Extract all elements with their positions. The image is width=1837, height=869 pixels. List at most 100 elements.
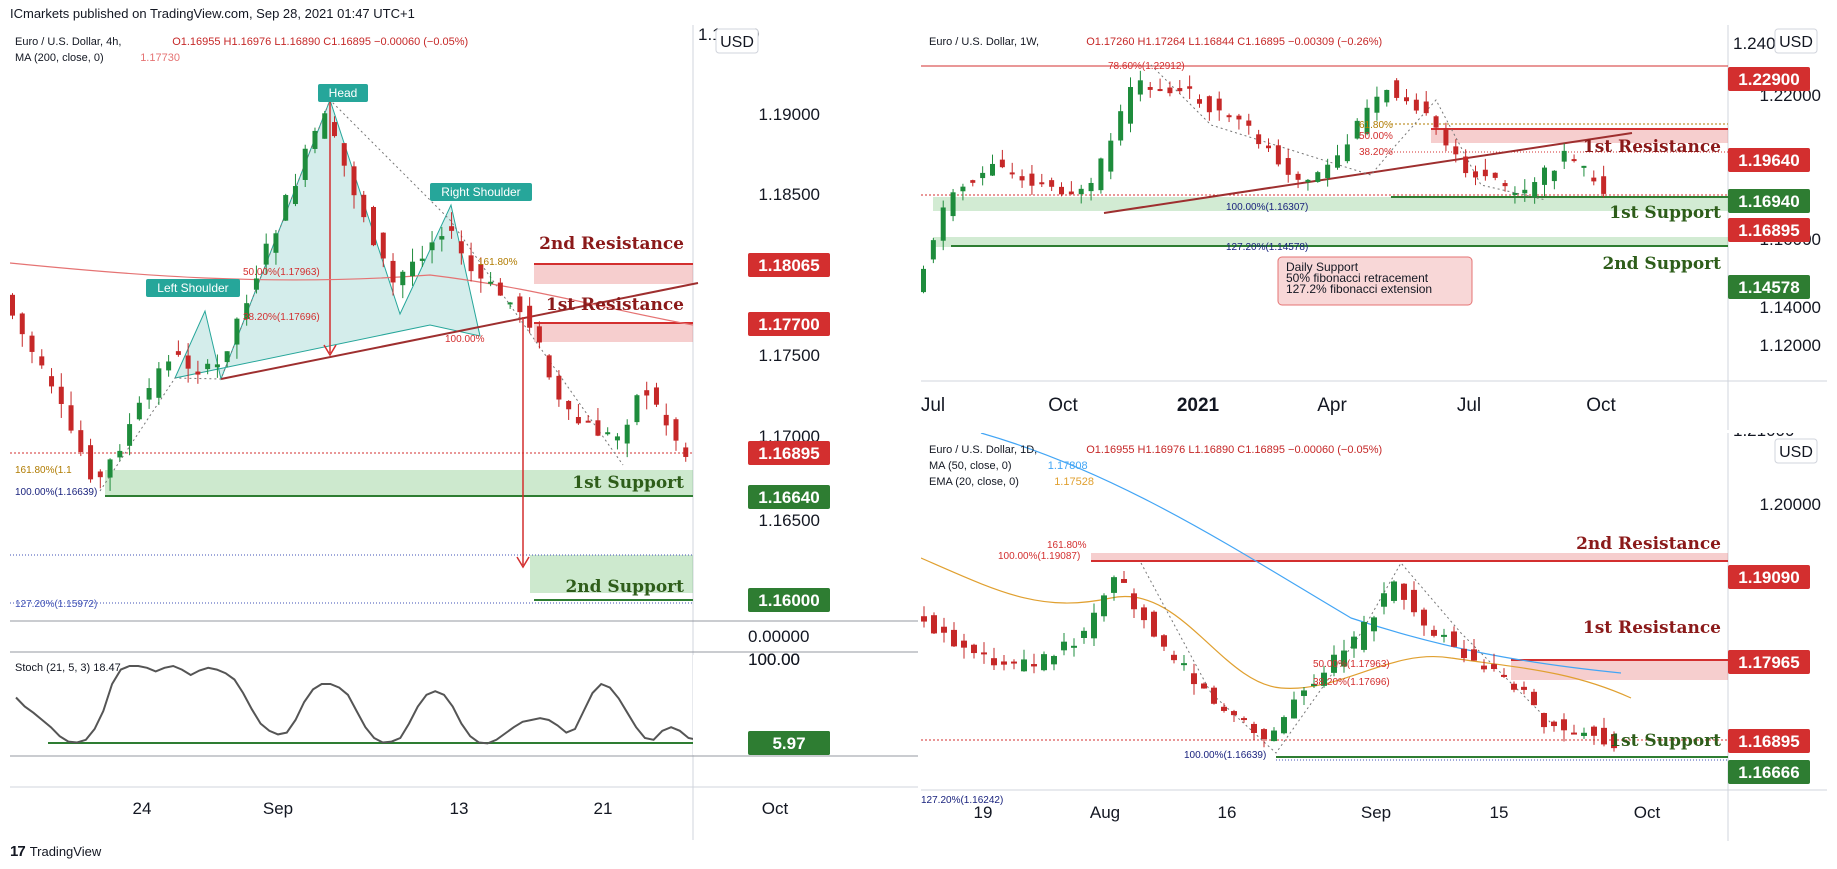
- zigzag-line: [1150, 64, 1547, 201]
- note-text: 50% fibonacci retracement: [1286, 271, 1429, 285]
- fib-label: 78.60%(1.22912): [1108, 61, 1185, 72]
- currency-badge: [1774, 438, 1818, 464]
- candle-weekly-body: [1374, 96, 1380, 113]
- price-tag: 1.19090: [1738, 568, 1799, 587]
- legend-item: O1.16955 H1.16976 L1.16890 C1.16895 −0.0…: [1086, 444, 1382, 456]
- price-tag: 1.16640: [758, 488, 819, 507]
- candle-4h-body: [58, 386, 64, 404]
- candle-4h-body: [175, 351, 181, 355]
- candle-4h-body: [429, 242, 435, 251]
- x-tick-label: 13: [450, 799, 469, 818]
- chart-panel-daily[interactable]: 100.00%(1.19087) 161.80% 50.00%(1.17963) 38…: [921, 433, 1827, 841]
- candle-weekly-body: [1384, 89, 1390, 103]
- x-tick-label: Sep: [263, 799, 293, 818]
- candle-daily-body: [1031, 664, 1037, 667]
- candle-4h-body: [507, 302, 513, 305]
- fib-label: 127.20%(1.14578): [1226, 242, 1308, 253]
- candle-weekly-body: [1098, 158, 1104, 191]
- price-tag: 1.14578: [1738, 278, 1799, 297]
- legend-item: 1.17528: [1054, 476, 1094, 488]
- zone-label-1st-support: 1st Support: [1609, 203, 1721, 223]
- candle-4h-body: [410, 261, 416, 277]
- zone-label-1st-resistance: 1st Resistance: [1583, 137, 1721, 157]
- candle-4h-body: [663, 414, 669, 426]
- candle-4h-body: [488, 281, 494, 284]
- resistance-zone-2: [1091, 553, 1728, 561]
- candle-weekly-body: [1285, 158, 1291, 175]
- candle-4h-body: [439, 236, 445, 240]
- price-tag-bg: [1728, 218, 1810, 242]
- candle-4h-body: [283, 195, 289, 221]
- candle-4h-body: [527, 305, 533, 328]
- candle-4h-body: [536, 326, 542, 343]
- chart-daily-canvas[interactable]: 100.00%(1.19087)161.80% 50.00%(1.17963) 38…: [921, 433, 1827, 841]
- fib-label: 50.00%: [1359, 131, 1393, 142]
- candle-4h-body: [605, 432, 611, 435]
- candle-daily-body: [1091, 612, 1097, 639]
- x-tick-label: Jul: [921, 395, 945, 416]
- candle-daily-body: [1371, 617, 1377, 632]
- candle-weekly-body: [980, 172, 986, 179]
- fib-label: 100.00%(1.16307): [1226, 202, 1308, 213]
- candle-daily-body: [1481, 665, 1487, 670]
- note-text: 127.2% fibonacci extension: [1286, 282, 1432, 296]
- ma-50-line: [980, 433, 1622, 674]
- price-tag: 1.17700: [758, 315, 819, 334]
- candle-4h-body: [595, 420, 601, 436]
- candle-4h-body: [292, 186, 298, 205]
- arrow-head: [323, 344, 337, 357]
- chart-panel-weekly[interactable]: Daily Support 50% fibonacci retracement 12…: [921, 25, 1827, 430]
- candle-weekly-body: [1305, 179, 1311, 183]
- candle-weekly-body: [1581, 165, 1587, 168]
- candle-daily-body: [971, 644, 977, 654]
- tradingview-footer[interactable]: 17 TradingView: [10, 843, 101, 860]
- candle-daily-body: [1461, 648, 1467, 659]
- candle-weekly-body: [1266, 145, 1271, 149]
- candle-4h-body: [224, 351, 230, 363]
- ema-20-line: [921, 557, 1632, 699]
- candle-4h-body: [195, 371, 201, 375]
- note-text: Daily Support: [1286, 260, 1359, 274]
- candle-daily-body: [1171, 654, 1177, 661]
- zone-label-2nd-resistance: 2nd Resistance: [539, 234, 684, 254]
- candle-4h-body: [614, 436, 620, 441]
- price-tag-bg: [1728, 729, 1810, 753]
- candle-4h-body: [351, 166, 357, 196]
- candle-daily-body: [1081, 630, 1087, 638]
- candle-daily-body: [1241, 718, 1247, 721]
- fib-label: 100.00%(1.16639): [15, 487, 97, 498]
- fib-label: 38.20%(1.17696): [1313, 677, 1390, 688]
- candle-daily-body: [1521, 686, 1527, 690]
- chart-panel-4h[interactable]: Head Left Shoulder Right Shoulder 38.20%(1.…: [10, 25, 918, 840]
- candle-4h-body: [312, 130, 318, 149]
- price-tag-bg: [748, 312, 830, 336]
- candle-weekly-body: [1246, 120, 1252, 126]
- zone-label-1st-support: 1st Support: [1609, 731, 1721, 751]
- candle-daily-body: [1591, 726, 1597, 736]
- candle-4h-body: [19, 313, 25, 335]
- candle-weekly-body: [1551, 170, 1557, 182]
- fib-label: 61.80%: [1359, 120, 1393, 131]
- candle-4h-body: [517, 296, 523, 313]
- price-tag: 1.16895: [758, 444, 819, 463]
- price-tag-bg: [748, 253, 830, 277]
- candle-daily-body: [1251, 723, 1257, 733]
- candle-daily-body: [1441, 634, 1447, 637]
- candle-daily-body: [1611, 734, 1617, 749]
- candle-daily-body: [1041, 654, 1047, 671]
- x-tick-label: Sep: [1361, 803, 1391, 822]
- candle-daily-body: [1341, 650, 1347, 667]
- chart-4h-canvas[interactable]: Head Left Shoulder Right Shoulder 38.20%(1.…: [10, 25, 918, 840]
- candle-4h-body: [624, 424, 630, 444]
- candle-daily-body: [1381, 593, 1387, 607]
- candle-daily-body: [1061, 641, 1067, 651]
- legend-item: EMA (20, close, 0): [929, 476, 1019, 488]
- candle-4h-body: [322, 113, 328, 139]
- candle-daily-body: [981, 652, 987, 655]
- resistance-zone-1: [1431, 129, 1728, 143]
- candle-weekly-body: [1492, 172, 1498, 178]
- x-tick-label: 19: [974, 803, 993, 822]
- candle-weekly-body: [1078, 188, 1084, 195]
- candle-daily-body: [1531, 691, 1537, 706]
